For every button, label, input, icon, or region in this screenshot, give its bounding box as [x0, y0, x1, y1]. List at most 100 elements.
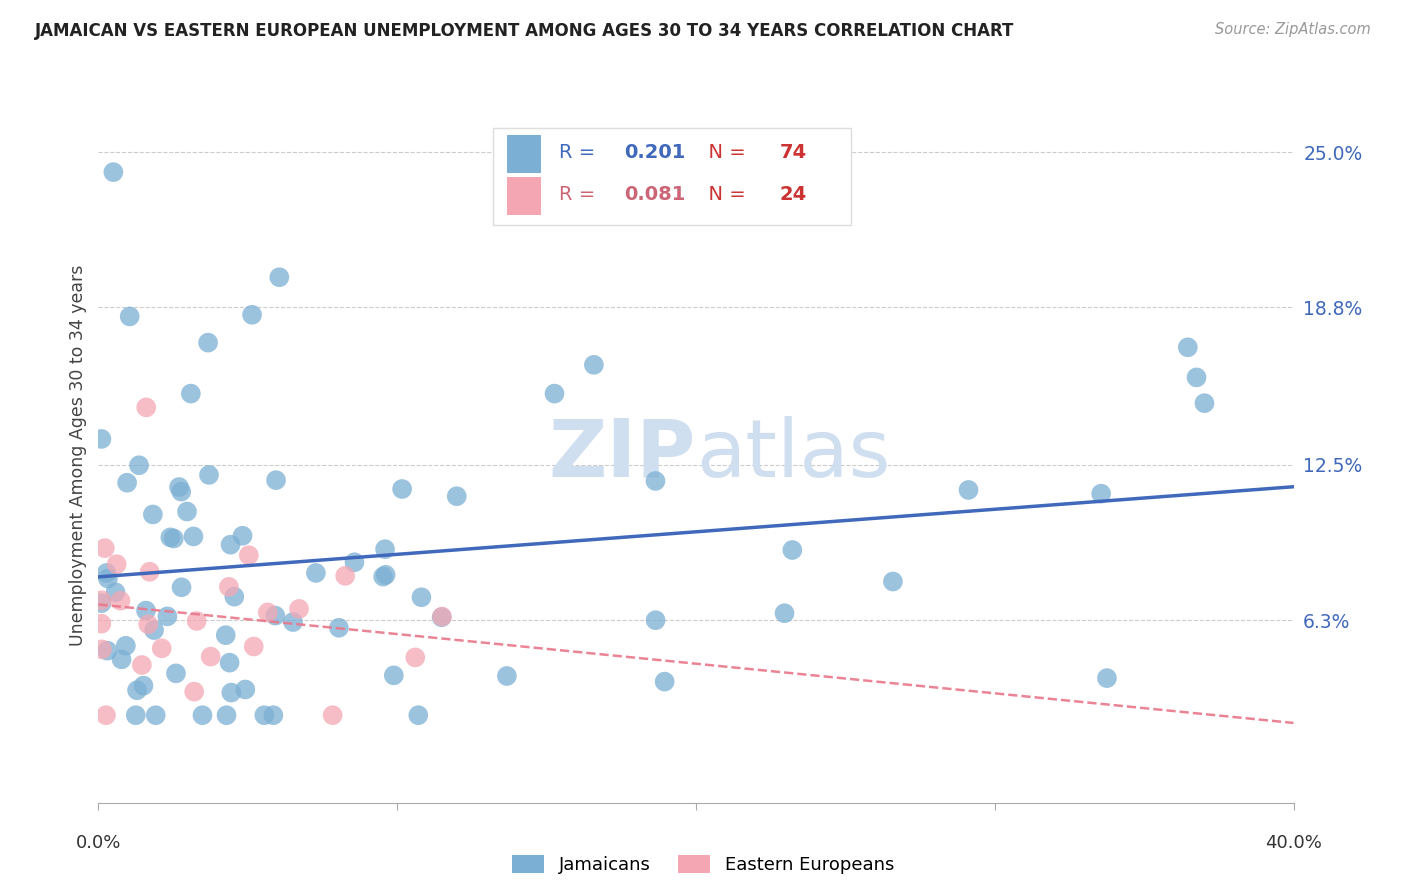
Jamaicans	[882, 574, 904, 589]
Text: R =: R =	[558, 185, 600, 203]
Eastern Europeans	[131, 657, 153, 672]
Jamaicans	[262, 708, 284, 723]
Eastern Europeans	[186, 614, 208, 628]
Eastern Europeans	[90, 616, 112, 631]
Jamaicans	[218, 656, 240, 670]
Eastern Europeans	[288, 602, 311, 616]
Jamaicans	[135, 603, 157, 617]
Text: Source: ZipAtlas.com: Source: ZipAtlas.com	[1215, 22, 1371, 37]
Jamaicans	[496, 669, 519, 683]
Jamaicans	[240, 308, 263, 322]
Jamaicans	[215, 708, 238, 723]
Jamaicans	[219, 538, 242, 552]
Jamaicans	[159, 530, 181, 544]
Jamaicans	[215, 628, 238, 642]
Jamaicans	[128, 458, 150, 473]
Jamaicans	[170, 580, 193, 594]
Jamaicans	[374, 542, 396, 557]
Jamaicans	[343, 555, 366, 569]
Jamaicans	[156, 609, 179, 624]
Jamaicans	[142, 508, 165, 522]
Eastern Europeans	[94, 541, 117, 556]
Jamaicans	[264, 473, 287, 487]
Jamaicans	[1194, 396, 1216, 410]
Jamaicans	[90, 596, 112, 610]
Y-axis label: Unemployment Among Ages 30 to 34 years: Unemployment Among Ages 30 to 34 years	[69, 264, 87, 646]
Eastern Europeans	[94, 708, 117, 723]
Jamaicans	[654, 674, 676, 689]
Jamaicans	[132, 679, 155, 693]
Jamaicans	[373, 569, 395, 583]
Jamaicans	[644, 613, 666, 627]
Jamaicans	[1095, 671, 1118, 685]
Text: 0.0%: 0.0%	[76, 834, 121, 852]
Jamaicans	[110, 652, 132, 666]
Jamaicans	[391, 482, 413, 496]
Eastern Europeans	[430, 609, 453, 624]
Jamaicans	[96, 643, 118, 657]
Eastern Europeans	[218, 580, 240, 594]
Jamaicans	[197, 335, 219, 350]
Text: 24: 24	[780, 185, 807, 203]
Jamaicans	[97, 572, 120, 586]
Eastern Europeans	[238, 548, 260, 562]
Jamaicans	[232, 529, 254, 543]
Jamaicans	[114, 639, 136, 653]
Jamaicans	[773, 606, 796, 620]
Text: JAMAICAN VS EASTERN EUROPEAN UNEMPLOYMENT AMONG AGES 30 TO 34 YEARS CORRELATION : JAMAICAN VS EASTERN EUROPEAN UNEMPLOYMEN…	[35, 22, 1015, 40]
Text: 40.0%: 40.0%	[1265, 834, 1322, 852]
Text: ZIP: ZIP	[548, 416, 696, 494]
Eastern Europeans	[404, 650, 426, 665]
Text: R =: R =	[558, 143, 600, 161]
Jamaicans	[543, 386, 565, 401]
Jamaicans	[170, 484, 193, 499]
Legend: Jamaicans, Eastern Europeans: Jamaicans, Eastern Europeans	[512, 855, 894, 874]
Jamaicans	[253, 708, 276, 723]
Text: 74: 74	[780, 143, 807, 161]
Eastern Europeans	[138, 565, 160, 579]
Text: 0.081: 0.081	[624, 185, 686, 203]
Jamaicans	[125, 708, 148, 723]
Bar	[508, 135, 541, 173]
Jamaicans	[782, 543, 804, 558]
Eastern Europeans	[150, 641, 173, 656]
Eastern Europeans	[322, 708, 344, 723]
Eastern Europeans	[333, 569, 356, 583]
Jamaicans	[408, 708, 430, 723]
Text: 0.201: 0.201	[624, 143, 686, 161]
Eastern Europeans	[200, 649, 222, 664]
Jamaicans	[1177, 340, 1199, 354]
Jamaicans	[233, 682, 256, 697]
Jamaicans	[118, 310, 141, 324]
Jamaicans	[269, 270, 291, 285]
Jamaicans	[198, 467, 221, 482]
Jamaicans	[191, 708, 214, 723]
Eastern Europeans	[110, 593, 132, 607]
Jamaicans	[176, 504, 198, 518]
Jamaicans	[103, 165, 125, 179]
Text: atlas: atlas	[696, 416, 890, 494]
Jamaicans	[281, 615, 304, 629]
Jamaicans	[145, 708, 167, 723]
Jamaicans	[224, 590, 246, 604]
Eastern Europeans	[90, 593, 112, 607]
Jamaicans	[221, 685, 243, 699]
Jamaicans	[382, 668, 405, 682]
Jamaicans	[163, 532, 186, 546]
Jamaicans	[125, 683, 148, 698]
Jamaicans	[183, 529, 205, 543]
Jamaicans	[143, 623, 166, 637]
Jamaicans	[644, 474, 666, 488]
Jamaicans	[264, 608, 287, 623]
Jamaicans	[115, 475, 138, 490]
Jamaicans	[167, 480, 190, 494]
Eastern Europeans	[136, 617, 159, 632]
Eastern Europeans	[105, 557, 128, 571]
Jamaicans	[104, 585, 127, 599]
Bar	[508, 177, 541, 215]
Jamaicans	[430, 610, 453, 624]
Eastern Europeans	[183, 684, 205, 698]
Text: N =: N =	[696, 143, 752, 161]
Jamaicans	[305, 566, 328, 580]
Jamaicans	[90, 432, 112, 446]
